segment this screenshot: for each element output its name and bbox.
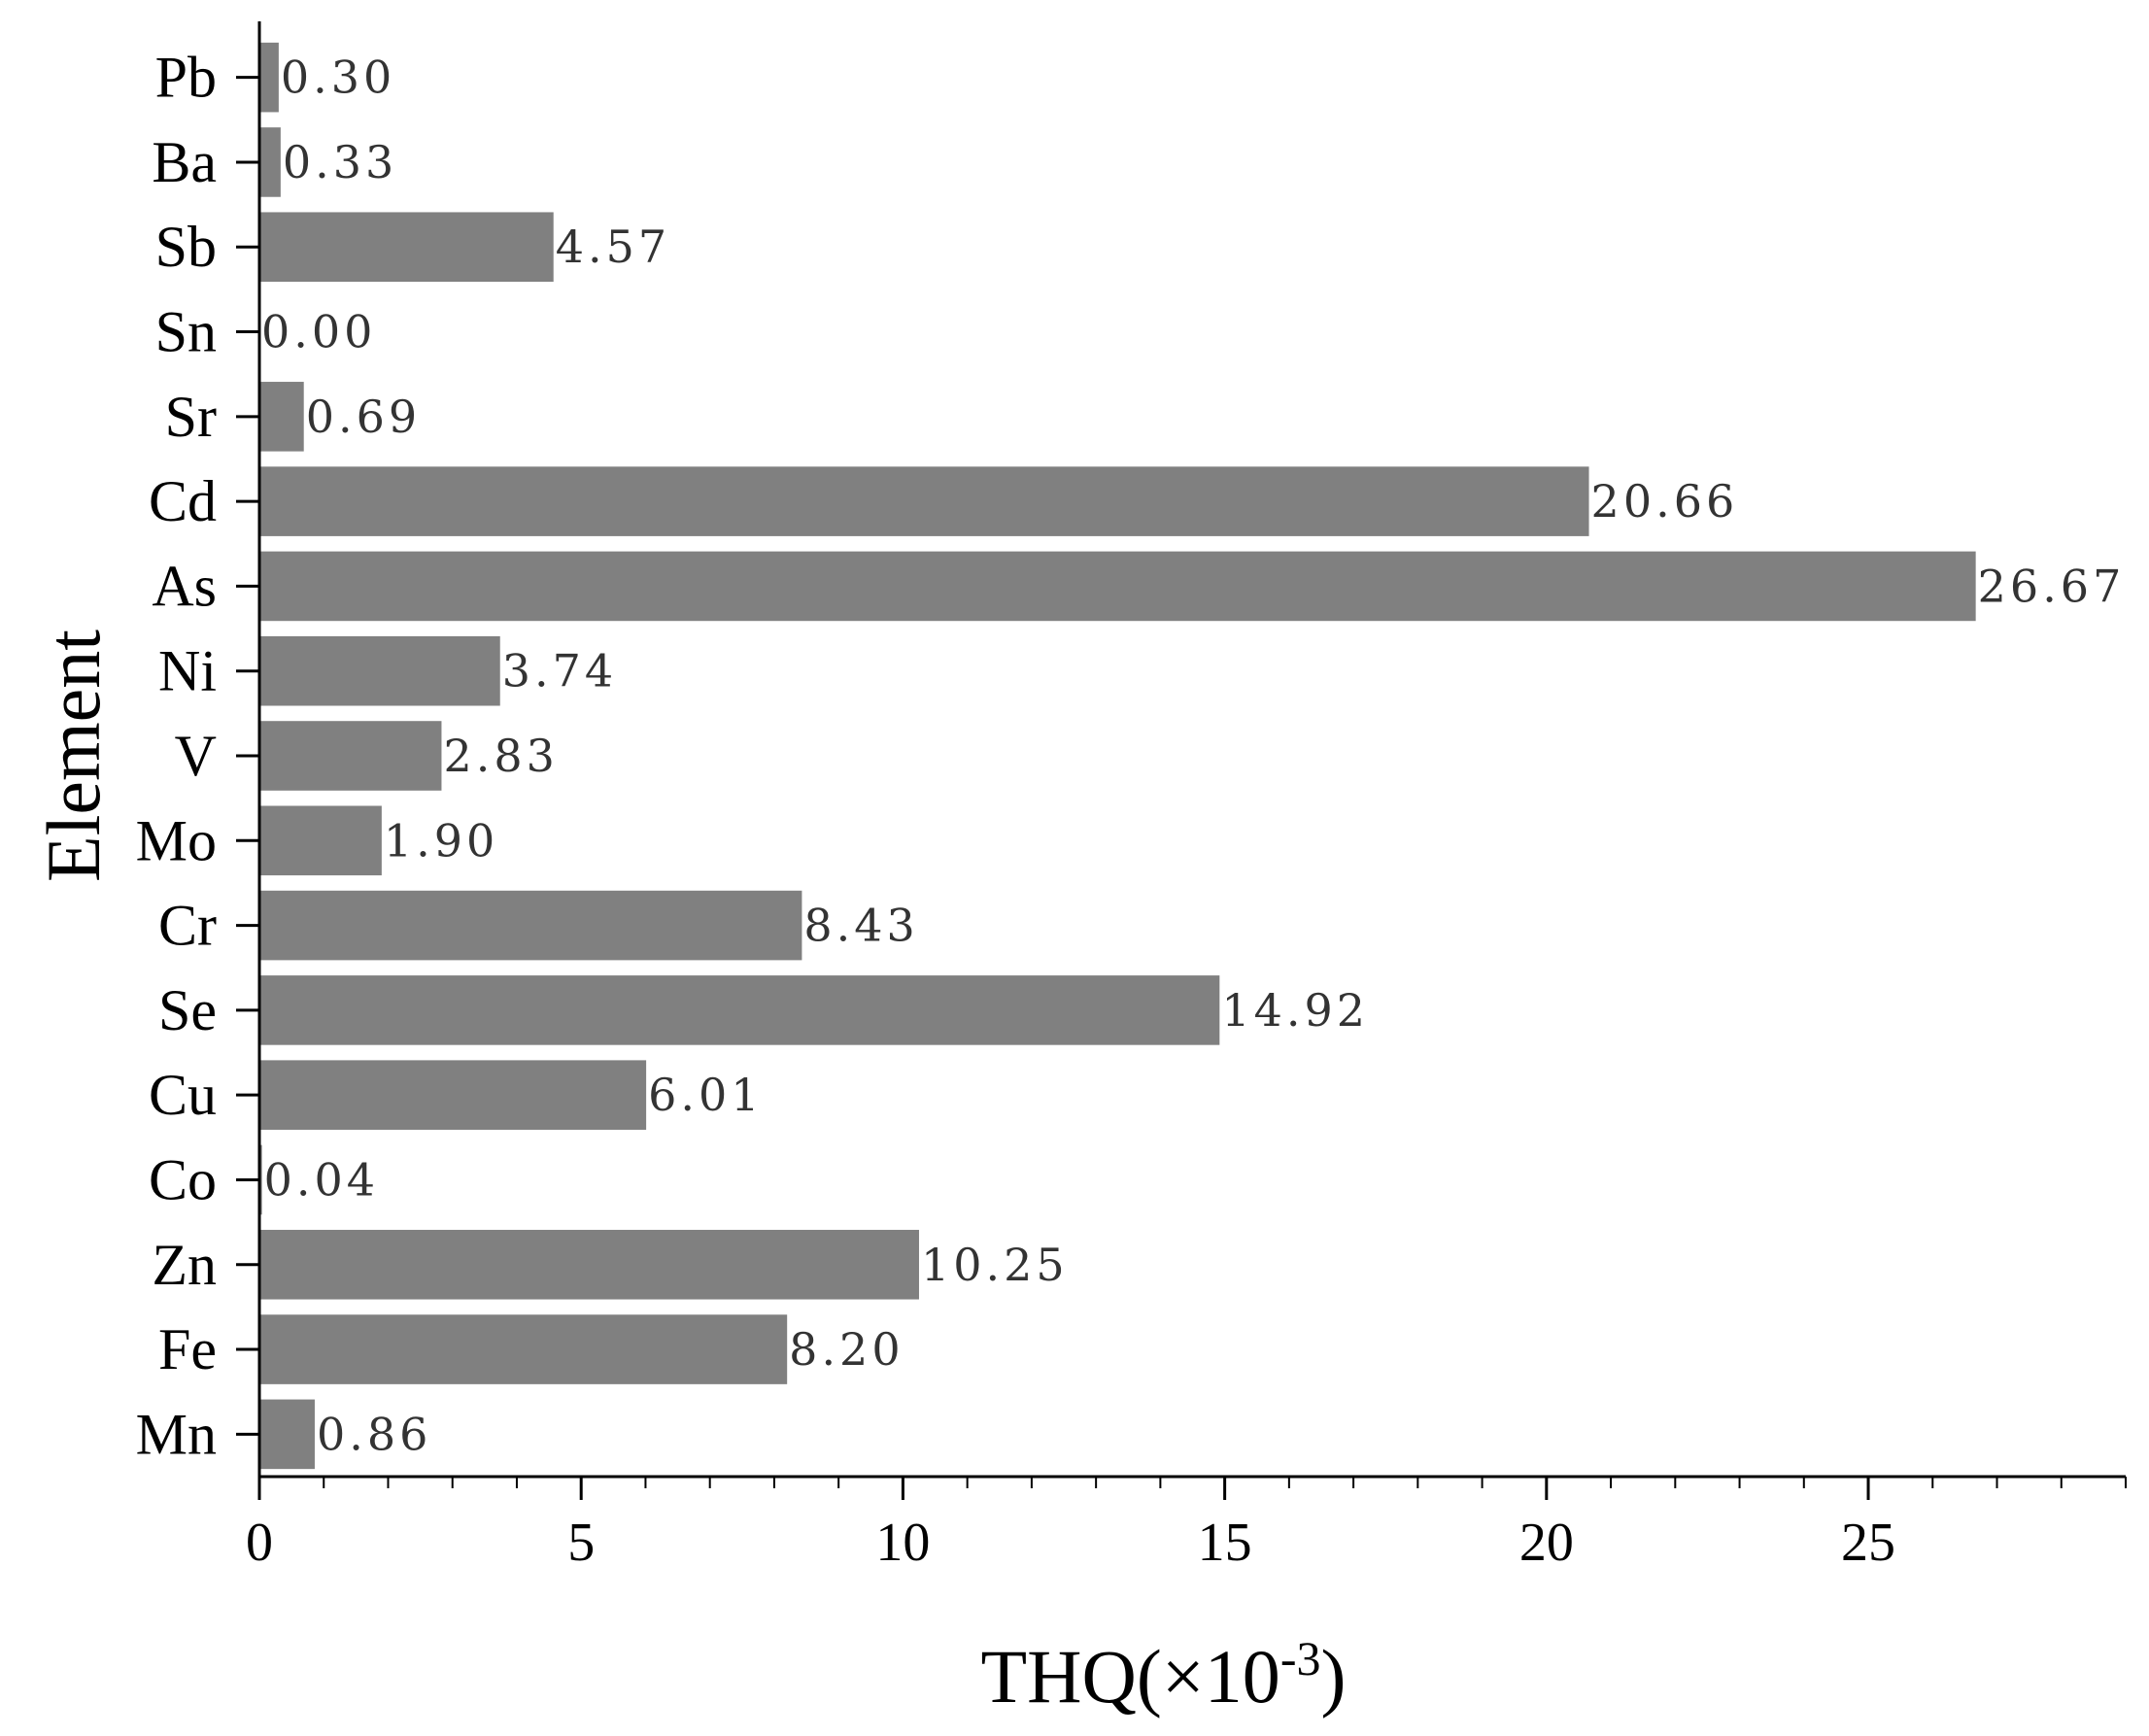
data-label-ni: 3.74 (502, 645, 617, 698)
category-label-co: Co (149, 1147, 217, 1211)
bar-cu (259, 1060, 647, 1130)
data-label-sr: 0.69 (306, 391, 421, 443)
data-label-as: 26.67 (1978, 560, 2126, 612)
bars (259, 42, 1976, 1470)
data-label-mn: 0.86 (317, 1408, 431, 1460)
x-tick-labels: 0 5 10 15 20 25 (246, 1513, 1895, 1573)
y-axis-title: Element (31, 630, 116, 882)
bar-cd (259, 466, 1589, 536)
x-axis-title-exponent: -3 (1280, 1631, 1321, 1685)
bar-ni (259, 635, 500, 706)
category-label-cu: Cu (149, 1063, 217, 1127)
data-label-se: 14.92 (1221, 984, 1369, 1037)
data-label-fe: 8.20 (789, 1323, 904, 1376)
x-tick-label-15: 15 (1198, 1513, 1252, 1573)
bar-mn (259, 1399, 315, 1470)
bar-se (259, 975, 1220, 1045)
x-tick-label-0: 0 (246, 1513, 273, 1573)
category-label-v: V (175, 724, 217, 788)
data-label-pb: 0.30 (281, 51, 395, 104)
x-axis (257, 1475, 2127, 1500)
category-label-mn: Mn (136, 1402, 217, 1466)
category-label-ba: Ba (152, 130, 217, 194)
x-tick-label-25: 25 (1841, 1513, 1895, 1573)
category-labels: Pb Ba Sb Sn Sr Cd As Ni V Mo Cr Se Cu Co Zn Fe Mn (136, 46, 217, 1467)
category-label-sb: Sb (155, 215, 217, 279)
category-label-mo: Mo (136, 808, 217, 872)
category-label-se: Se (158, 978, 217, 1042)
data-label-cu: 6.01 (648, 1069, 763, 1121)
category-label-cd: Cd (149, 469, 217, 533)
data-labels: 0.30 0.33 4.57 0.00 0.69 20.66 26.67 3.74 2.83 1.… (261, 51, 2126, 1461)
category-label-sn: Sn (155, 300, 217, 364)
category-label-ni: Ni (158, 639, 217, 703)
bar-ba (259, 127, 281, 197)
data-label-co: 0.04 (264, 1153, 379, 1206)
bar-as (259, 551, 1976, 622)
bar-v (259, 721, 442, 791)
x-axis-title-close: ) (1320, 1634, 1346, 1719)
data-label-sb: 4.57 (556, 221, 670, 273)
category-label-fe: Fe (158, 1317, 217, 1381)
x-axis-title-main: THQ(×10 (981, 1634, 1280, 1719)
x-tick-label-5: 5 (567, 1513, 595, 1573)
category-label-pb: Pb (155, 46, 217, 110)
bar-mo (259, 805, 382, 876)
bar-pb (259, 42, 279, 113)
data-label-sn: 0.00 (261, 306, 376, 358)
bar-fe (259, 1314, 788, 1384)
y-axis (236, 21, 261, 1477)
data-label-zn: 10.25 (921, 1239, 1069, 1291)
bar-zn (259, 1229, 919, 1300)
bar-sb (259, 212, 554, 283)
bar-sr (259, 382, 304, 452)
category-label-as: As (152, 554, 217, 618)
bar-cr (259, 890, 802, 961)
data-label-ba: 0.33 (283, 136, 397, 188)
data-label-cr: 8.43 (803, 900, 918, 952)
category-label-zn: Zn (152, 1233, 217, 1297)
category-label-sr: Sr (165, 385, 217, 449)
data-label-cd: 20.66 (1591, 475, 1739, 528)
x-tick-label-20: 20 (1519, 1513, 1574, 1573)
x-axis-title: THQ(×10-3) (981, 1631, 1347, 1719)
category-label-cr: Cr (158, 894, 217, 958)
data-label-mo: 1.90 (384, 814, 498, 867)
data-label-v: 2.83 (443, 730, 558, 782)
x-tick-label-10: 10 (875, 1513, 930, 1573)
